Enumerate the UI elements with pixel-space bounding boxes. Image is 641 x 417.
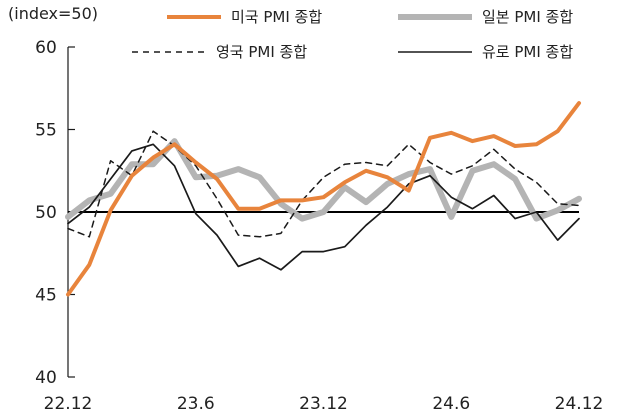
legend-swatch-euro	[398, 50, 472, 53]
legend-label-euro: 유로 PMI 종합	[482, 43, 574, 61]
x-tick-label: 23.6	[177, 394, 215, 414]
series-line-japan	[65, 138, 582, 222]
y-tick-label: 50	[35, 203, 57, 223]
y-tick-label: 40	[35, 368, 57, 388]
legend-swatch-uk	[132, 50, 206, 53]
legend-label-japan: 일본 PMI 종합	[482, 8, 574, 26]
series-line-euro	[67, 143, 580, 271]
unit-label: (index=50)	[8, 4, 99, 23]
legend-item-japan: 일본 PMI 종합	[396, 6, 573, 27]
legend-swatch-us	[167, 14, 221, 19]
x-tick-label: 24.12	[555, 394, 604, 414]
legend-label-us: 미국 PMI 종합	[231, 8, 323, 26]
series-line-us	[66, 101, 581, 297]
x-tick-label: 22.12	[44, 394, 93, 414]
y-tick-label: 55	[35, 121, 57, 141]
legend-item-uk: 영국 PMI 종합	[130, 41, 307, 62]
legend-item-euro: 유로 PMI 종합	[396, 41, 573, 62]
x-tick-label: 23.12	[299, 394, 348, 414]
x-tick-label: 24.6	[432, 394, 470, 414]
y-tick-label: 45	[35, 286, 57, 306]
legend-swatch-japan	[398, 13, 472, 20]
legend-item-us: 미국 PMI 종합	[165, 6, 322, 27]
y-tick-label: 60	[35, 38, 57, 58]
legend-label-uk: 영국 PMI 종합	[216, 43, 308, 61]
series-line-uk	[67, 130, 580, 238]
